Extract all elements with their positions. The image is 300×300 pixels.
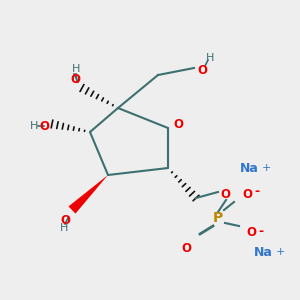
Text: O: O [39, 119, 49, 133]
Text: O: O [70, 73, 80, 86]
Text: H: H [30, 121, 38, 131]
Text: O: O [220, 188, 230, 200]
Text: H: H [72, 64, 80, 74]
Text: +: + [262, 163, 272, 173]
Text: O: O [60, 214, 70, 227]
Text: -: - [254, 185, 259, 199]
Text: O: O [173, 118, 183, 131]
Text: +: + [276, 247, 285, 257]
Text: Na: Na [240, 161, 259, 175]
Text: O: O [197, 64, 207, 76]
Text: H: H [60, 223, 68, 233]
Text: O: O [242, 188, 252, 200]
Text: O: O [246, 226, 256, 238]
Text: -: - [258, 226, 263, 238]
Polygon shape [68, 175, 108, 214]
Text: P: P [213, 211, 223, 225]
Text: Na: Na [254, 245, 273, 259]
Text: H: H [206, 53, 214, 63]
Text: O: O [181, 242, 191, 255]
